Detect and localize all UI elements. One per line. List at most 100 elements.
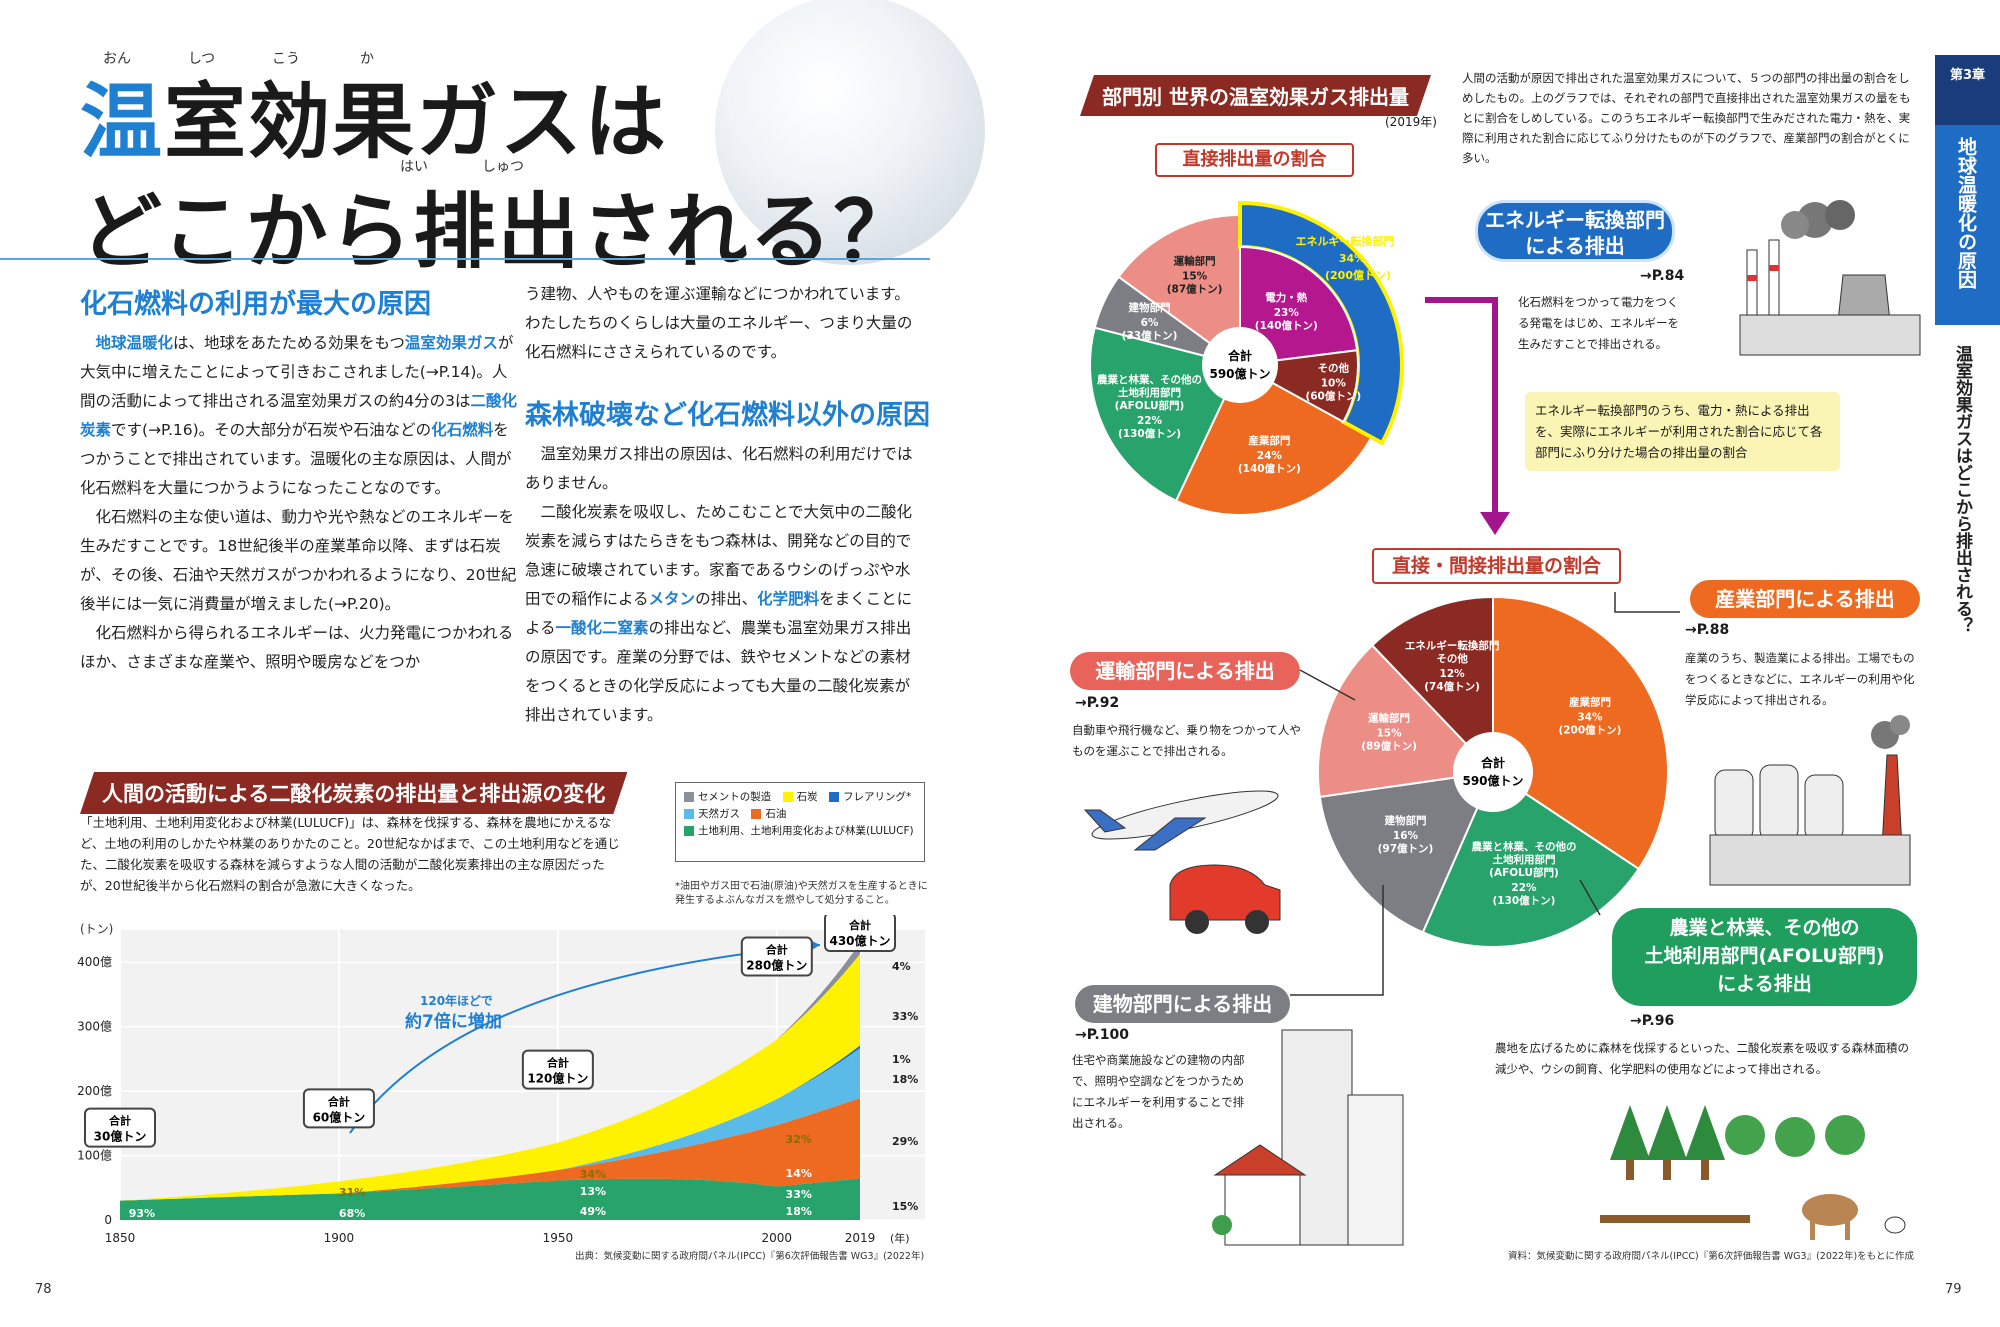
sidebar-subtitle: 温室効果ガスはどこから排出される？ bbox=[1952, 345, 1972, 634]
pie1-label: 15% bbox=[1182, 270, 1208, 282]
agriculture-illustration bbox=[1600, 1105, 1906, 1240]
sector-intro: 人間の活動が原因で排出された温室効果ガスについて、５つの部門の排出量の割合をしめ… bbox=[1462, 71, 1911, 165]
pie1-total-label: 合計 bbox=[1228, 348, 1252, 363]
title-rule bbox=[0, 258, 930, 260]
legend-label: セメントの製造 bbox=[698, 791, 772, 803]
section-non-fossil: う建物、人やものを運ぶ運輸などにつかわれています。わたしたちのくらしは大量のエネ… bbox=[525, 280, 930, 730]
afolu-sector-pill: 農業と林業、その他の 土地利用部門(AFOLU部門) による排出 bbox=[1612, 908, 1917, 1006]
total-callout-label: 合計 bbox=[849, 918, 871, 932]
x-tick-label: 1900 bbox=[324, 1231, 355, 1245]
factory-illustration bbox=[1709, 715, 1911, 886]
pie1-heading: 直接排出量の割合 bbox=[1155, 143, 1354, 177]
pie2-label: 農業と林業、その他の bbox=[1471, 840, 1576, 853]
pie1-inner-slice-0 bbox=[1239, 245, 1359, 367]
pie1-label: 24% bbox=[1257, 450, 1283, 462]
sector-emissions-banner: 部門別 世界の温室効果ガス排出量 bbox=[1080, 75, 1431, 116]
share-label: 33% bbox=[786, 1188, 812, 1201]
pie1-label: (AFOLU部門) bbox=[1115, 399, 1185, 412]
sector-source: 資料：気候変動に関する政府間パネル(IPCC)『第6次評価報告書 WG3』(20… bbox=[1508, 1251, 1914, 1262]
share-label: 13% bbox=[580, 1185, 606, 1198]
leader-line bbox=[1290, 885, 1384, 996]
total-callout-value: 30億トン bbox=[94, 1129, 147, 1144]
share-label: 34% bbox=[580, 1168, 606, 1181]
leader-line bbox=[1614, 592, 1680, 613]
total-callout-value: 280億トン bbox=[746, 958, 807, 973]
share-label: 93% bbox=[129, 1207, 155, 1220]
pie2-slice-3 bbox=[1317, 643, 1496, 799]
pie1-label: (130億トン) bbox=[1118, 427, 1181, 440]
transport-sector-pill: 運輸部門による排出 bbox=[1070, 652, 1300, 690]
growth-note: 約7倍に増加 bbox=[405, 1011, 502, 1032]
flow-arrow bbox=[1425, 297, 1498, 515]
page-title-line1: 温室効果ガスは bbox=[80, 75, 669, 170]
pie1-label: 6% bbox=[1141, 317, 1159, 329]
leader-line bbox=[1579, 879, 1601, 916]
afolu-pill-line: による排出 bbox=[1717, 973, 1812, 995]
building-sector-pill: 建物部門による排出 bbox=[1075, 985, 1290, 1023]
pie2-label: (130億トン) bbox=[1492, 894, 1555, 907]
title-ruby: こう bbox=[272, 51, 300, 67]
pie1-label: (200億トン) bbox=[1325, 268, 1391, 282]
share-label: 49% bbox=[580, 1205, 606, 1218]
page-number: 79 bbox=[1945, 1282, 1962, 1297]
pie2-total-value: 590億トン bbox=[1462, 773, 1523, 788]
pie2-label: 16% bbox=[1393, 830, 1419, 842]
pie2-label: 34% bbox=[1577, 712, 1603, 724]
transport-ref: →P.92 bbox=[1075, 695, 1120, 711]
pie2-label: エネルギー転換部門 bbox=[1405, 639, 1500, 652]
total-callout-box bbox=[302, 1088, 375, 1129]
pie1-label: 10% bbox=[1321, 377, 1347, 389]
section-paragraph: 地球温暖化は、地球をあたためる効果をもつ温室効果ガスが大気中に増えたことによって… bbox=[80, 334, 518, 497]
energy-ref: →P.84 bbox=[1640, 268, 1685, 284]
share-label: 32% bbox=[786, 1133, 812, 1146]
total-callout-value: 430億トン bbox=[829, 933, 890, 948]
section-fossil-fuel: 化石燃料の利用が最大の原因 地球温暖化は、地球をあたためる効果をもつ温室効果ガス… bbox=[80, 282, 520, 677]
final-share-label: 18% bbox=[892, 1073, 918, 1086]
pie1-label: 電力・熱 bbox=[1265, 291, 1307, 304]
pie1-label: その他 bbox=[1318, 361, 1350, 374]
afolu-pill-line: 土地利用部門(AFOLU部門) bbox=[1644, 945, 1885, 967]
pie2-label: 12% bbox=[1440, 668, 1466, 680]
pie2-label: 建物部門 bbox=[1383, 814, 1426, 827]
title-ruby: はい bbox=[400, 159, 428, 175]
x-tick-label: 1850 bbox=[105, 1231, 136, 1245]
final-share-label: 29% bbox=[892, 1135, 918, 1148]
chapter-label: 第3章 bbox=[1935, 55, 2000, 125]
section-heading: 化石燃料の利用が最大の原因 bbox=[80, 289, 431, 320]
y-tick-label: 0 bbox=[104, 1213, 112, 1227]
section-paragraph: う建物、人やものを運ぶ運輸などにつかわれています。わたしたちのくらしは大量のエネ… bbox=[525, 285, 913, 361]
total-callout-label: 合計 bbox=[328, 1094, 350, 1108]
pie2-heading: 直接・間接排出量の割合 bbox=[1372, 548, 1621, 584]
pie1-label: (33億トン) bbox=[1122, 329, 1178, 342]
legend-label: フレアリング* bbox=[842, 791, 912, 803]
afolu-pill-line: 農業と林業、その他の bbox=[1669, 917, 1860, 939]
buildings-illustration bbox=[1212, 1029, 1404, 1246]
x-axis-unit: (年) bbox=[890, 1231, 910, 1245]
pie2-label: (AFOLU部門) bbox=[1489, 866, 1559, 879]
pie2-slice-2 bbox=[1318, 770, 1495, 934]
chart-legend: セメントの製造 石炭 フレアリング* 天然ガス 石油 土地利用、土地利用変化およ… bbox=[675, 782, 925, 862]
pie2-label: (89億トン) bbox=[1361, 740, 1417, 753]
allocation-note: エネルギー転換部門のうち、電力・熱による排出を、実際にエネルギーが利用された割合… bbox=[1525, 392, 1840, 471]
final-share-label: 4% bbox=[892, 960, 911, 973]
legend-label: 土地利用、土地利用変化および林業(LULUCF) bbox=[698, 825, 914, 837]
left-page: 温室効果ガスは どこから排出される？ おん しつ こう か はい しゅつ 化石燃… bbox=[0, 0, 985, 1327]
chapter-tab[interactable]: 第3章 地球温暖化の原因 bbox=[1935, 55, 2000, 325]
pie1-label: 22% bbox=[1137, 415, 1163, 427]
legend-swatch bbox=[684, 792, 694, 802]
share-label: 31% bbox=[339, 1186, 365, 1199]
building-desc: 住宅や商業施設などの建物の内部で、照明や空調などをつかうためにエネルギーを利用す… bbox=[1072, 1053, 1245, 1130]
page-number: 78 bbox=[35, 1282, 52, 1297]
pie1-label: 農業と林業、その他の bbox=[1097, 373, 1202, 386]
section-paragraph: 温室効果ガス排出の原因は、化石燃料の利用だけではありません。 bbox=[525, 445, 913, 492]
pie1-label: 土地利用部門 bbox=[1118, 386, 1181, 399]
pie1-label: (140億トン) bbox=[1238, 462, 1301, 475]
pie1-label: (87億トン) bbox=[1167, 282, 1223, 295]
co2-chart-description: 「土地利用、土地利用変化および林業(LULUCF)」は、森林を伐採する、森林を農… bbox=[80, 815, 620, 893]
total-callout-box bbox=[84, 1107, 156, 1148]
total-callout-value: 60億トン bbox=[313, 1109, 366, 1124]
pie1-total-value: 590億トン bbox=[1209, 366, 1270, 381]
legend-label: 石油 bbox=[765, 808, 787, 820]
legend-swatch bbox=[751, 809, 762, 819]
